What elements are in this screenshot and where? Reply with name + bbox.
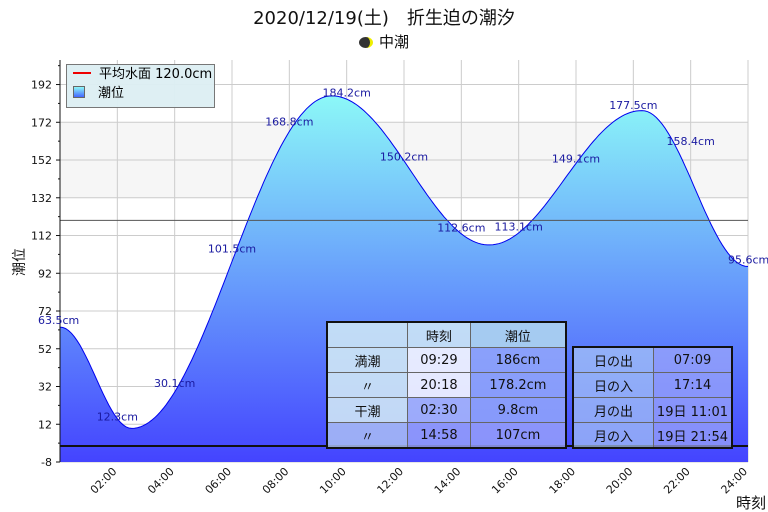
sunrise-label: 日の出 (572, 346, 654, 373)
sunset-time: 17:14 (653, 372, 733, 398)
tide-swatch (73, 86, 85, 98)
moonset-time: 19日 21:54 (653, 422, 733, 449)
moonrise-time: 19日 11:01 (653, 397, 733, 423)
chart-title: 2020/12/19(土) 折生迫の潮汐 (253, 8, 515, 29)
row-type: 〃 (326, 372, 408, 398)
row-time: 09:29 (407, 347, 471, 373)
x-tick-label: 10:00 (317, 465, 349, 497)
row-time: 14:58 (407, 422, 471, 449)
y-tick-label: 92 (38, 267, 52, 280)
point-label: 63.5cm (38, 314, 79, 327)
y-tick-label: 152 (31, 154, 52, 167)
row-time: 02:30 (407, 397, 471, 423)
point-label: 12.3cm (97, 411, 138, 424)
legend: 平均水面 120.0cm 潮位 (66, 64, 215, 108)
sun-moon-table: 日の出 07:09 日の入 17:14 月の出 19日 11:01 月の入 19日 21… (572, 346, 733, 449)
x-tick-label: 20:00 (604, 465, 636, 497)
sunrise-time: 07:09 (653, 346, 733, 373)
row-time: 20:18 (407, 372, 471, 398)
point-label: 30.1cm (154, 377, 195, 390)
header-level: 潮位 (469, 321, 567, 348)
header-time: 時刻 (407, 321, 471, 348)
y-tick-label: 32 (38, 381, 52, 394)
x-tick-label: 12:00 (375, 465, 407, 497)
row-level: 186cm (469, 347, 567, 373)
header-empty (326, 321, 408, 348)
x-tick-label: 16:00 (489, 465, 521, 497)
moon-icon (358, 37, 373, 48)
point-label: 113.1cm (495, 220, 543, 233)
tide-table: 時刻 潮位 満潮 09:29 186cm 〃 20:18 178.2cm 干潮 02:30 9… (326, 321, 567, 449)
legend-mean-label: 平均水面 120.0cm (99, 67, 213, 82)
moonrise-label: 月の出 (572, 397, 654, 423)
point-label: 177.5cm (609, 99, 657, 112)
mean-line-swatch (73, 72, 91, 74)
y-tick-label: 172 (31, 116, 52, 129)
x-tick-label: 14:00 (432, 465, 464, 497)
x-tick-label: 08:00 (260, 465, 292, 497)
row-level: 9.8cm (469, 397, 567, 423)
x-tick-label: 18:00 (547, 465, 579, 497)
tide-line (59, 95, 749, 429)
moonset-label: 月の入 (572, 422, 654, 449)
x-tick-label: 24:00 (719, 465, 751, 497)
x-tick-label: 22:00 (661, 465, 693, 497)
x-tick-label: 04:00 (145, 465, 177, 497)
point-label: 184.2cm (323, 86, 371, 99)
moon-phase: 中潮 (0, 31, 768, 52)
row-level: 107cm (469, 422, 567, 449)
y-axis-label: 潮位 (12, 248, 28, 276)
row-type: 〃 (326, 422, 408, 449)
y-tick-label: 132 (31, 192, 52, 205)
legend-tide-label: 潮位 (98, 86, 125, 101)
point-label: 101.5cm (208, 242, 256, 255)
row-type: 干潮 (326, 397, 408, 423)
y-tick-label: 12 (38, 418, 52, 431)
y-tick-label: 52 (38, 343, 52, 356)
point-label: 150.2cm (380, 150, 428, 163)
y-tick-label: 72 (38, 305, 52, 318)
sunset-label: 日の入 (572, 372, 654, 398)
y-tick-label: -8 (41, 456, 52, 469)
x-axis-label: 時刻 (736, 494, 766, 512)
row-level: 178.2cm (469, 372, 567, 398)
point-label: 168.8cm (265, 115, 313, 128)
y-tick-label: 192 (31, 79, 52, 92)
point-label: 95.6cm (728, 253, 768, 266)
x-tick-label: 06:00 (203, 465, 235, 497)
row-type: 満潮 (326, 347, 408, 373)
point-label: 158.4cm (667, 135, 715, 148)
y-tick-label: 112 (31, 230, 52, 243)
x-tick-label: 02:00 (88, 465, 120, 497)
moon-phase-label: 中潮 (378, 33, 409, 51)
point-label: 112.6cm (437, 221, 485, 234)
point-label: 149.1cm (552, 153, 600, 166)
